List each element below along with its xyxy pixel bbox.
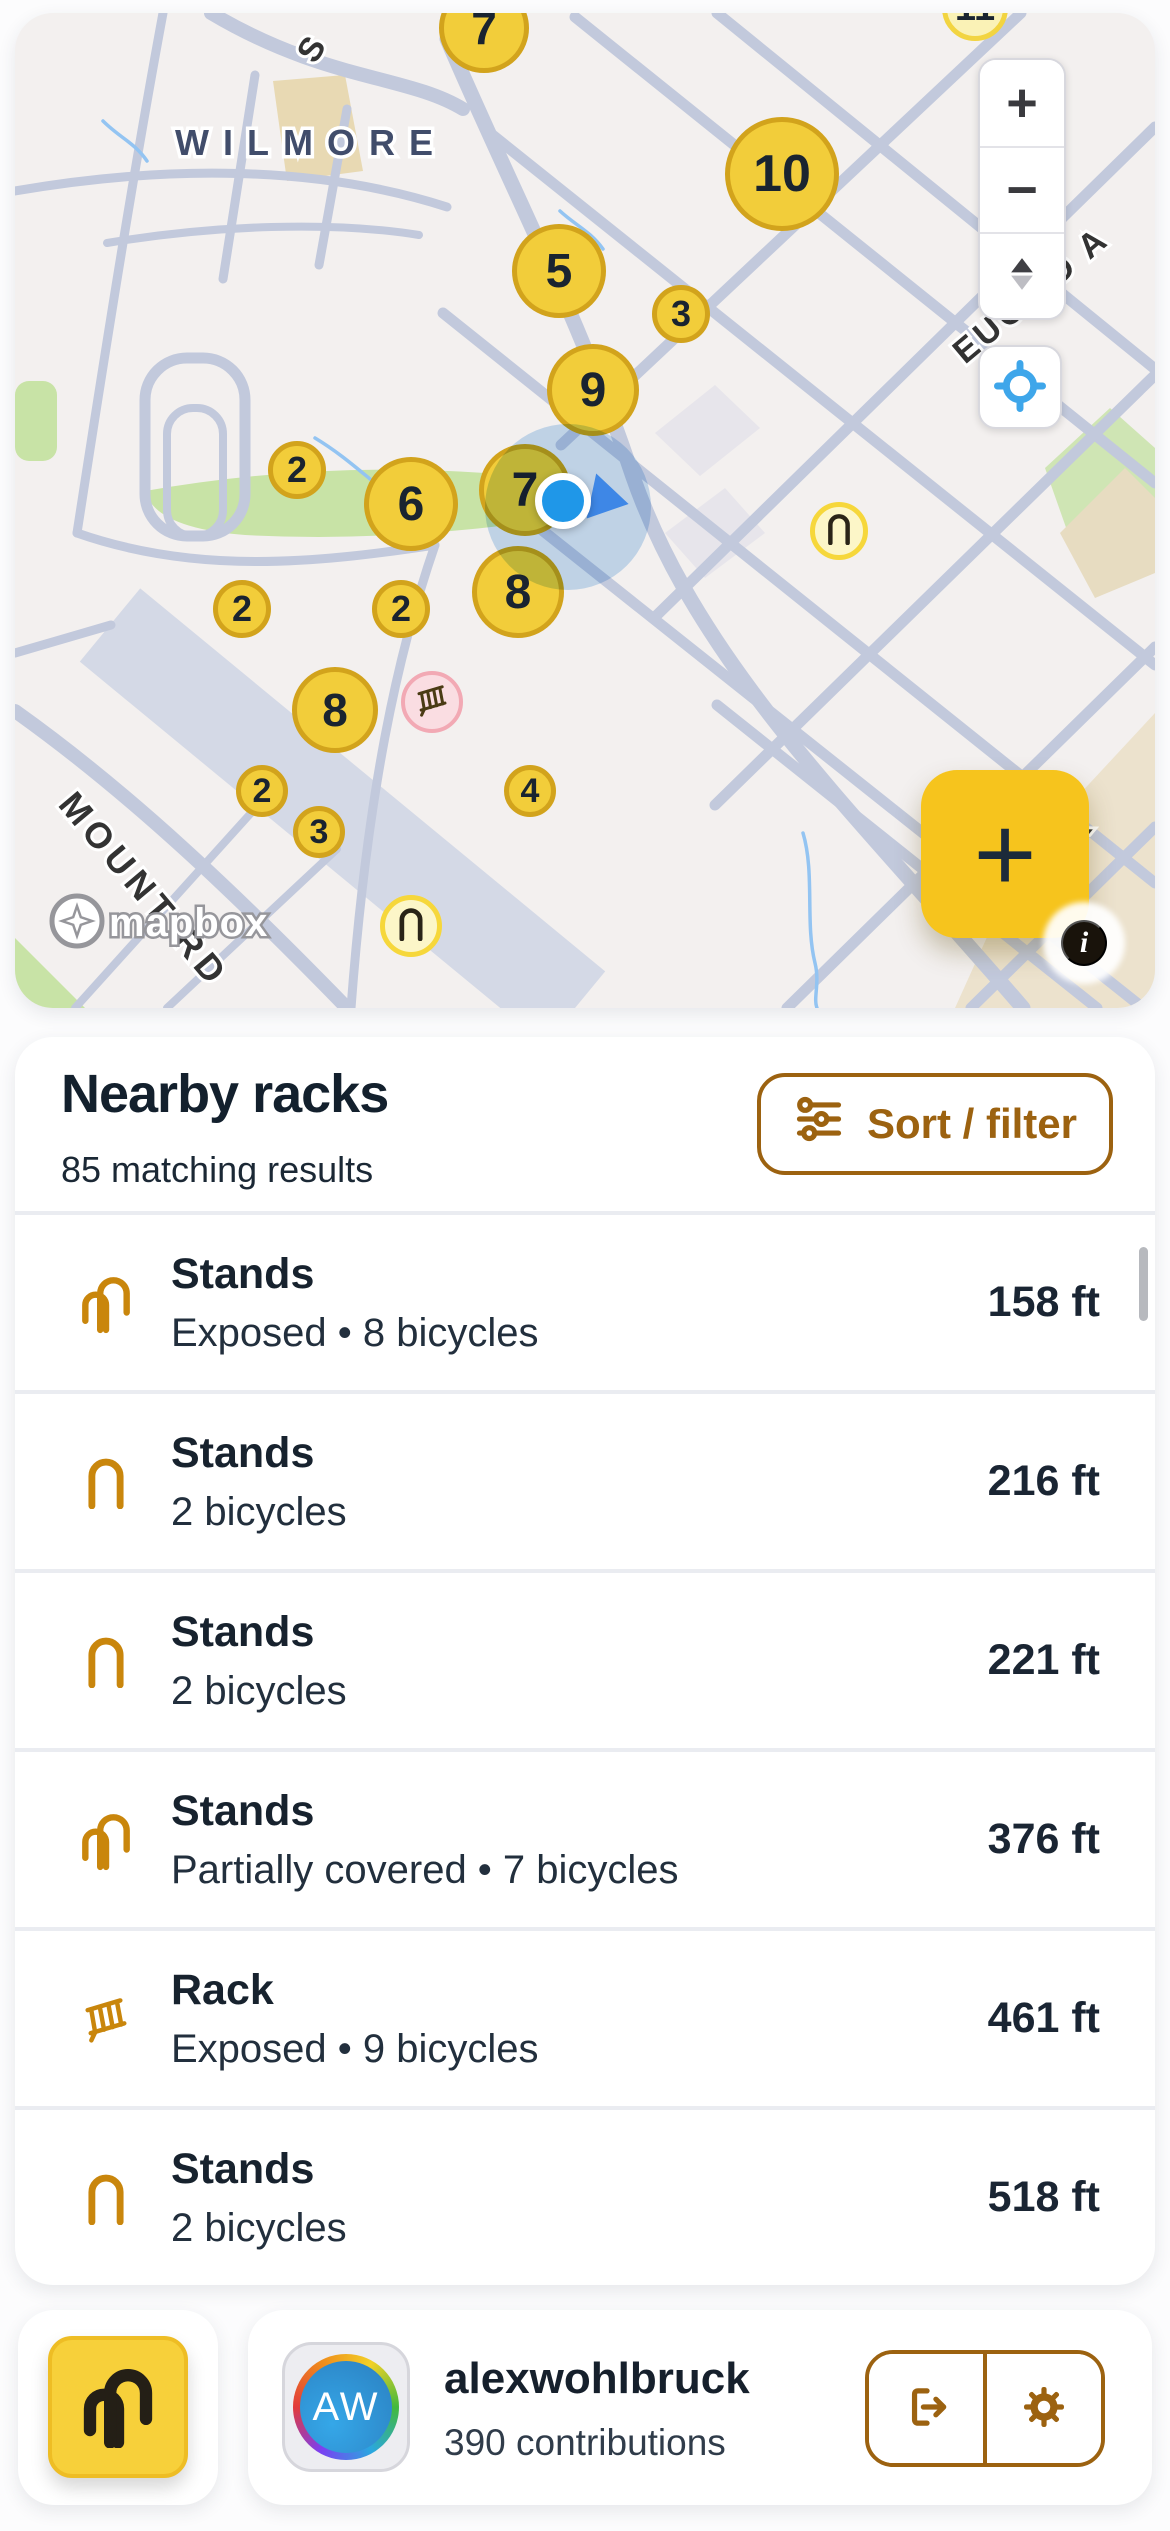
rack-icon (413, 682, 451, 723)
rack-distance: 461 ft (987, 1994, 1100, 2042)
map-stand-marker[interactable] (810, 502, 868, 560)
stand-icon (397, 906, 425, 946)
list-item[interactable]: Stands Partially covered • 7 bicycles 37… (15, 1748, 1155, 1927)
avatar-initials: AW (300, 2361, 392, 2453)
map-cluster[interactable]: 2 (236, 765, 288, 817)
map-cluster[interactable]: 10 (725, 117, 839, 231)
rack-distance: 158 ft (987, 1278, 1100, 1326)
rack-type: Stands (171, 2144, 315, 2193)
sign-out-button[interactable] (869, 2354, 983, 2463)
page-title: Nearby racks (61, 1064, 389, 1124)
map-zoom-controls: + − (978, 58, 1066, 320)
map-stand-marker[interactable] (380, 895, 442, 957)
map-label-neighborhood: WILMORE (175, 122, 447, 163)
stand-icon (77, 2171, 135, 2225)
app-logo-icon (81, 2364, 155, 2451)
rack-type: Rack (171, 1965, 274, 2014)
stand-icon (77, 1634, 135, 1688)
user-profile-card[interactable]: AW alexwohlbruck 390 contributions (248, 2310, 1152, 2505)
sliders-icon (793, 1093, 845, 1155)
map-cluster[interactable]: 5 (512, 224, 606, 318)
rack-distance: 376 ft (987, 1815, 1100, 1863)
list-item[interactable]: Rack Exposed • 9 bicycles 461 ft (15, 1927, 1155, 2106)
locate-icon (994, 359, 1046, 415)
rack-details: 2 bicycles (171, 2205, 347, 2250)
username: alexwohlbruck (444, 2354, 750, 2403)
rack-type: Stands (171, 1249, 315, 1298)
rack-details: Partially covered • 7 bicycles (171, 1847, 679, 1892)
list-scrollbar[interactable] (1139, 1247, 1148, 1321)
map-cluster[interactable]: 6 (364, 457, 458, 551)
list-item[interactable]: Stands Exposed • 8 bicycles 158 ft (15, 1211, 1155, 1390)
map-rack-marker[interactable] (401, 671, 463, 733)
profile-actions (865, 2350, 1105, 2467)
app-logo-card (18, 2310, 218, 2505)
mapbox-wordmark: mapbox (109, 901, 268, 945)
contributions-count: 390 contributions (444, 2422, 726, 2463)
map-cluster[interactable]: 9 (547, 344, 639, 436)
rack-type: Stands (171, 1428, 315, 1477)
minus-icon: − (1006, 160, 1038, 220)
rack-type: Stands (171, 1786, 315, 1835)
stands-multi-icon (77, 1809, 135, 1871)
rack-type: Stands (171, 1607, 315, 1656)
map-cluster[interactable]: 2 (213, 580, 271, 638)
rack-distance: 518 ft (987, 2173, 1100, 2221)
gear-icon (1020, 2383, 1068, 2434)
avatar: AW (282, 2342, 410, 2472)
app-logo-button[interactable] (48, 2336, 188, 2478)
sign-out-icon (901, 2382, 951, 2435)
sort-filter-button[interactable]: Sort / filter (756, 1073, 1113, 1175)
rack-icon (77, 1994, 135, 2044)
plus-icon: + (1006, 73, 1038, 133)
list-item[interactable]: Stands 2 bicycles 518 ft (15, 2106, 1155, 2285)
avatar-ring: AW (293, 2354, 399, 2460)
stand-icon (77, 1455, 135, 1509)
plus-icon: + (973, 793, 1037, 914)
user-location-dot (535, 473, 591, 529)
nearby-racks-panel: Nearby racks 85 matching results Sort / … (15, 1037, 1155, 2285)
map-cluster[interactable]: 8 (292, 667, 378, 753)
attribution-info-button[interactable]: i (1061, 920, 1107, 966)
zoom-in-button[interactable]: + (980, 60, 1064, 146)
map-cluster[interactable]: 3 (293, 806, 345, 858)
rack-distance: 216 ft (987, 1457, 1100, 1505)
stands-multi-icon (77, 1272, 135, 1334)
zoom-out-button[interactable]: − (980, 146, 1064, 232)
mapbox-logo[interactable]: mapbox (45, 889, 345, 953)
map-cluster[interactable]: 2 (268, 441, 326, 499)
info-icon: i (1079, 926, 1089, 959)
compass-button[interactable] (980, 232, 1064, 318)
rack-details: 2 bicycles (171, 1668, 347, 1713)
rack-details: Exposed • 9 bicycles (171, 2026, 539, 2071)
panel-header: Nearby racks 85 matching results Sort / … (15, 1037, 1155, 1211)
compass-icon (1002, 245, 1042, 307)
locate-me-button[interactable] (978, 345, 1062, 429)
rack-distance: 221 ft (987, 1636, 1100, 1684)
settings-button[interactable] (983, 2354, 1101, 2463)
rack-details: Exposed • 8 bicycles (171, 1310, 539, 1355)
sort-filter-label: Sort / filter (866, 1100, 1077, 1147)
map-cluster[interactable]: 3 (652, 285, 710, 343)
list-item[interactable]: Stands 2 bicycles 221 ft (15, 1569, 1155, 1748)
results-count: 85 matching results (61, 1149, 374, 1190)
stand-icon (826, 512, 852, 550)
map-view[interactable]: WILMORE S MOUNT RD EUCLID A PARK 7 11 10… (15, 13, 1155, 1008)
list-item[interactable]: Stands 2 bicycles 216 ft (15, 1390, 1155, 1569)
map-cluster[interactable]: 2 (372, 580, 430, 638)
rack-details: 2 bicycles (171, 1489, 347, 1534)
map-cluster[interactable]: 4 (504, 765, 556, 817)
